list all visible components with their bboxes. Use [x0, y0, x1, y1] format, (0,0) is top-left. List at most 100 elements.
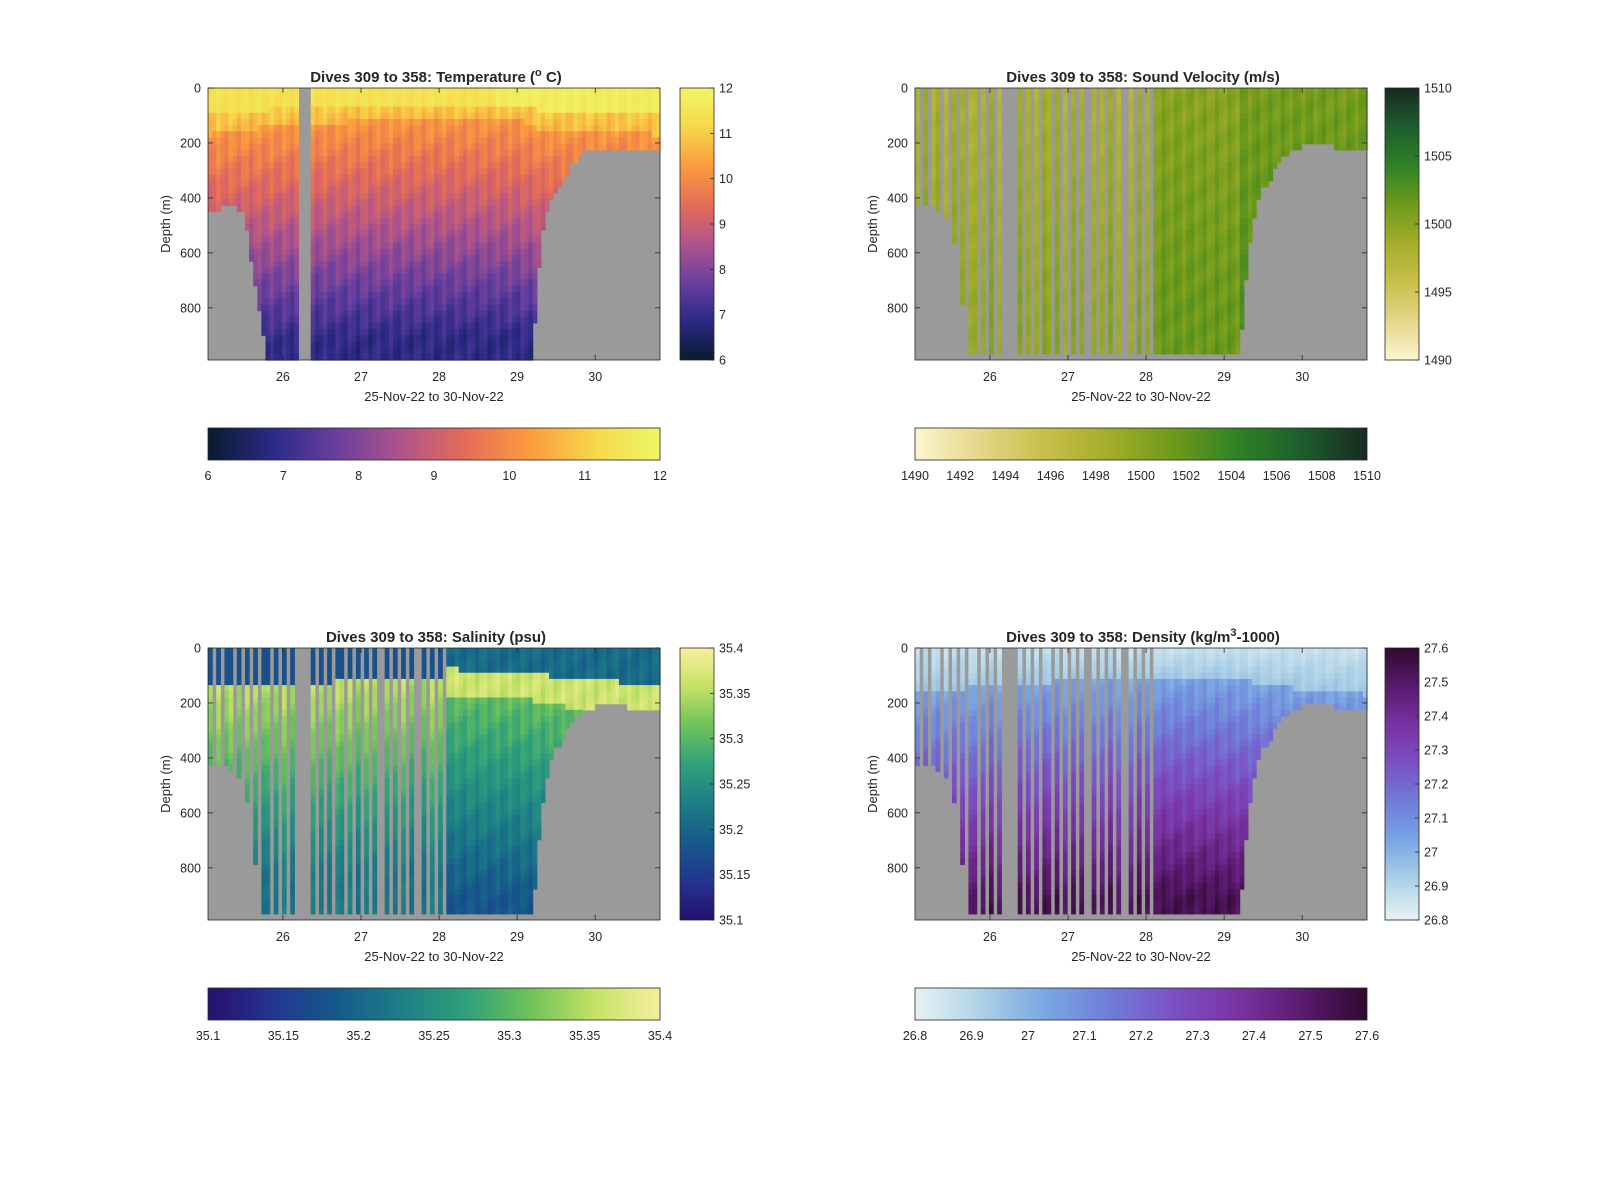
heatmap-cell — [335, 174, 341, 182]
heatmap-cell — [261, 94, 267, 101]
heatmap-cell — [323, 211, 328, 219]
heatmap-cell — [277, 322, 283, 330]
heatmap-cell — [368, 236, 373, 244]
heatmap-cell — [532, 180, 538, 188]
heatmap-cell — [528, 341, 534, 349]
heatmap-cell — [1091, 217, 1097, 225]
heatmap-cell — [483, 341, 489, 349]
heatmap-cell — [1025, 248, 1031, 256]
heatmap-cell — [1169, 88, 1175, 95]
heatmap-cell — [351, 273, 357, 281]
heatmap-cell — [277, 88, 283, 95]
heatmap-cell — [261, 267, 267, 275]
heatmap-cell — [466, 285, 472, 293]
heatmap-cell — [281, 347, 287, 355]
heatmap-cell — [446, 292, 452, 299]
heatmap-cell — [458, 273, 464, 281]
heatmap-cell — [1116, 322, 1122, 330]
heatmap-cell — [240, 125, 246, 132]
heatmap-cell — [499, 162, 505, 169]
heatmap-cell — [1099, 106, 1105, 114]
heatmap-cell — [915, 174, 920, 182]
heatmap-cell — [639, 112, 645, 120]
heatmap-cell — [1091, 125, 1097, 132]
heatmap-cell — [1099, 205, 1105, 213]
heatmap-cell — [1091, 168, 1097, 176]
heatmap-cell — [532, 254, 538, 262]
heatmap-cell — [458, 118, 464, 126]
heatmap-cell — [364, 100, 369, 108]
heatmap-cell — [577, 125, 583, 132]
heatmap-cell — [1128, 248, 1134, 256]
heatmap-cell — [1173, 347, 1179, 355]
heatmap-cell — [347, 174, 353, 182]
heatmap-cell — [244, 168, 250, 176]
heatmap-cell — [1161, 106, 1167, 114]
heatmap-cell — [401, 335, 406, 343]
heatmap-cell — [1071, 180, 1076, 188]
heatmap-cell — [639, 100, 645, 108]
heatmap-cell — [421, 335, 427, 343]
heatmap-cell — [360, 310, 365, 318]
heatmap-cell — [520, 137, 525, 145]
heatmap-cell — [401, 112, 406, 120]
heatmap-cell — [643, 137, 649, 145]
heatmap-cell — [442, 94, 447, 101]
heatmap-cell — [438, 292, 443, 299]
heatmap-cell — [343, 261, 349, 268]
heatmap-cell — [475, 285, 480, 293]
heatmap-cell — [409, 292, 415, 299]
heatmap-cell — [528, 125, 534, 132]
heatmap-cell — [318, 230, 324, 237]
heatmap-cell — [499, 279, 505, 287]
heatmap-cell — [507, 174, 513, 182]
heatmap-cell — [323, 131, 328, 139]
heatmap-cell — [565, 112, 571, 120]
heatmap-cell — [1079, 94, 1085, 101]
heatmap-cell — [421, 322, 427, 330]
heatmap-cell — [372, 217, 378, 225]
heatmap-cell — [429, 168, 435, 176]
heatmap-cell — [532, 112, 538, 120]
heatmap-cell — [951, 230, 957, 237]
heatmap-cell — [980, 106, 986, 114]
heatmap-cell — [290, 236, 295, 244]
heatmap-cell — [1161, 168, 1167, 176]
heatmap-cell — [434, 242, 439, 250]
heatmap-cell — [462, 292, 468, 299]
heatmap-cell — [487, 267, 493, 275]
heatmap-cell — [277, 106, 283, 114]
heatmap-cell — [397, 125, 402, 132]
heatmap-cell — [479, 236, 484, 244]
heatmap-cell — [923, 137, 928, 145]
heatmap-cell — [483, 267, 489, 275]
heatmap-cell — [310, 310, 316, 318]
heatmap-cell — [1161, 180, 1167, 188]
heatmap-cell — [1062, 174, 1068, 182]
heatmap-cell — [1042, 298, 1048, 305]
heatmap-cell — [553, 131, 558, 139]
heatmap-cell — [355, 211, 361, 219]
heatmap-cell — [388, 156, 394, 163]
heatmap-cell — [516, 143, 521, 151]
heatmap-cell — [401, 211, 406, 219]
heatmap-cell — [331, 261, 336, 268]
heatmap-cell — [434, 180, 439, 188]
heatmap-cell — [343, 193, 349, 200]
heatmap-cell — [1042, 162, 1048, 169]
heatmap-cell — [446, 205, 452, 213]
heatmap-cell — [434, 285, 439, 293]
heatmap-cell — [216, 180, 221, 188]
heatmap-cell — [450, 88, 456, 95]
heatmap-cell — [458, 143, 464, 151]
heatmap-cell — [331, 341, 336, 349]
heatmap-cell — [1173, 335, 1179, 343]
heatmap-cell — [1079, 112, 1085, 120]
heatmap-cell — [1169, 199, 1175, 207]
heatmap-cell — [244, 186, 250, 194]
heatmap-cell — [434, 186, 439, 194]
heatmap-cell — [351, 131, 357, 139]
heatmap-cell — [335, 285, 341, 293]
heatmap-cell — [1153, 162, 1159, 169]
heatmap-cell — [273, 242, 279, 250]
